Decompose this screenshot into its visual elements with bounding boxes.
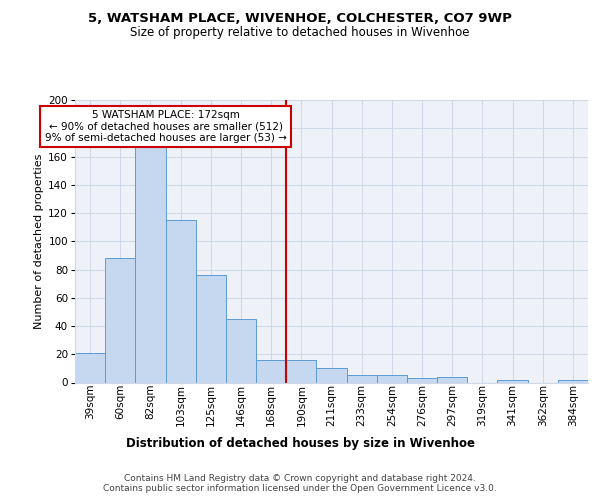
Bar [377, 376, 407, 382]
Bar [136, 145, 166, 382]
Bar [497, 380, 527, 382]
Bar [316, 368, 347, 382]
Text: 5, WATSHAM PLACE, WIVENHOE, COLCHESTER, CO7 9WP: 5, WATSHAM PLACE, WIVENHOE, COLCHESTER, … [88, 12, 512, 26]
Text: 5 WATSHAM PLACE: 172sqm
← 90% of detached houses are smaller (512)
9% of semi-de: 5 WATSHAM PLACE: 172sqm ← 90% of detache… [44, 110, 286, 143]
Text: Contains HM Land Registry data © Crown copyright and database right 2024.
Contai: Contains HM Land Registry data © Crown c… [103, 474, 497, 494]
Text: Size of property relative to detached houses in Wivenhoe: Size of property relative to detached ho… [130, 26, 470, 39]
Bar [558, 380, 588, 382]
Bar [196, 275, 226, 382]
Y-axis label: Number of detached properties: Number of detached properties [34, 154, 44, 329]
Bar [286, 360, 316, 382]
Bar [166, 220, 196, 382]
Bar [347, 376, 377, 382]
Bar [226, 319, 256, 382]
Bar [256, 360, 286, 382]
Bar [407, 378, 437, 382]
Bar [75, 353, 105, 382]
Text: Distribution of detached houses by size in Wivenhoe: Distribution of detached houses by size … [125, 438, 475, 450]
Bar [437, 377, 467, 382]
Bar [105, 258, 136, 382]
